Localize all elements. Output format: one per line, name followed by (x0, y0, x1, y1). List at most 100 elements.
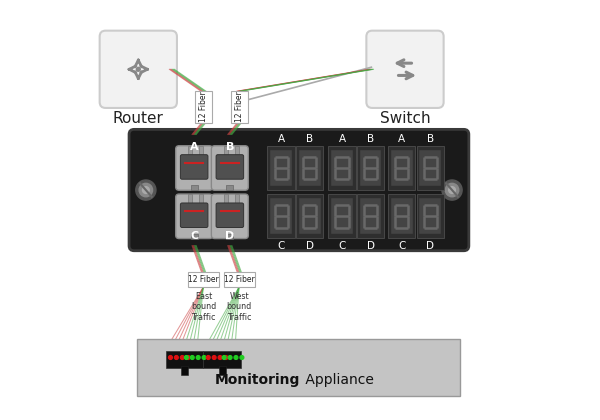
FancyBboxPatch shape (216, 203, 244, 228)
FancyBboxPatch shape (270, 150, 292, 186)
Text: A: A (338, 134, 346, 144)
FancyBboxPatch shape (188, 194, 192, 203)
FancyBboxPatch shape (181, 203, 208, 228)
FancyBboxPatch shape (219, 366, 226, 375)
Circle shape (222, 356, 226, 360)
Circle shape (139, 183, 152, 197)
FancyBboxPatch shape (224, 272, 254, 287)
FancyBboxPatch shape (419, 198, 441, 234)
Circle shape (187, 356, 190, 360)
FancyBboxPatch shape (211, 194, 248, 239)
FancyBboxPatch shape (226, 185, 233, 190)
Text: B: B (427, 134, 434, 144)
FancyBboxPatch shape (199, 194, 203, 203)
FancyBboxPatch shape (357, 146, 384, 190)
FancyBboxPatch shape (270, 198, 292, 234)
Circle shape (136, 67, 140, 71)
FancyBboxPatch shape (331, 150, 353, 186)
Circle shape (190, 356, 194, 360)
Circle shape (181, 356, 184, 360)
Text: B: B (367, 134, 374, 144)
FancyBboxPatch shape (235, 194, 239, 203)
Text: 12 Fiber: 12 Fiber (188, 275, 219, 284)
Circle shape (136, 180, 156, 200)
FancyBboxPatch shape (328, 146, 356, 190)
Circle shape (202, 356, 206, 360)
FancyBboxPatch shape (391, 198, 413, 234)
FancyBboxPatch shape (129, 129, 469, 251)
Text: B: B (306, 134, 313, 144)
FancyBboxPatch shape (235, 146, 239, 155)
FancyBboxPatch shape (188, 272, 219, 287)
Text: D: D (225, 231, 235, 241)
Text: C: C (338, 241, 346, 251)
Text: C: C (277, 241, 285, 251)
Text: C: C (190, 231, 198, 241)
FancyBboxPatch shape (268, 194, 295, 238)
FancyBboxPatch shape (230, 91, 248, 123)
Text: East
bound
Traffic: East bound Traffic (191, 292, 216, 322)
Text: Appliance: Appliance (301, 373, 374, 386)
FancyBboxPatch shape (199, 146, 203, 155)
FancyBboxPatch shape (195, 91, 212, 123)
Circle shape (175, 356, 178, 360)
FancyBboxPatch shape (224, 146, 228, 155)
FancyBboxPatch shape (388, 194, 415, 238)
Text: D: D (426, 241, 434, 251)
FancyBboxPatch shape (359, 150, 382, 186)
FancyBboxPatch shape (419, 150, 441, 186)
FancyBboxPatch shape (188, 146, 192, 155)
Circle shape (212, 356, 216, 360)
FancyBboxPatch shape (391, 150, 413, 186)
FancyBboxPatch shape (100, 31, 177, 108)
Text: Monitoring: Monitoring (215, 373, 300, 386)
Circle shape (206, 356, 210, 360)
Circle shape (240, 356, 244, 360)
Text: 12 Fiber: 12 Fiber (224, 275, 254, 284)
Text: 12 Fiber: 12 Fiber (199, 92, 208, 123)
Circle shape (234, 356, 238, 360)
FancyBboxPatch shape (388, 146, 415, 190)
Circle shape (184, 356, 188, 360)
FancyBboxPatch shape (166, 351, 203, 368)
Text: C: C (398, 241, 406, 251)
Text: B: B (226, 142, 234, 152)
Text: Router: Router (113, 111, 164, 126)
Circle shape (442, 180, 462, 200)
FancyBboxPatch shape (181, 366, 188, 375)
FancyBboxPatch shape (181, 155, 208, 179)
FancyBboxPatch shape (299, 198, 320, 234)
FancyBboxPatch shape (367, 31, 443, 108)
FancyBboxPatch shape (416, 146, 444, 190)
Text: D: D (305, 241, 314, 251)
FancyBboxPatch shape (416, 194, 444, 238)
Text: West
bound
Traffic: West bound Traffic (226, 292, 252, 322)
FancyBboxPatch shape (296, 194, 323, 238)
FancyBboxPatch shape (176, 146, 212, 190)
Circle shape (224, 356, 228, 360)
Text: A: A (278, 134, 284, 144)
Circle shape (218, 356, 222, 360)
FancyBboxPatch shape (203, 351, 241, 368)
FancyBboxPatch shape (216, 155, 244, 179)
FancyBboxPatch shape (226, 234, 233, 239)
FancyBboxPatch shape (357, 194, 384, 238)
FancyBboxPatch shape (176, 194, 212, 239)
Text: D: D (367, 241, 374, 251)
FancyBboxPatch shape (211, 146, 248, 190)
Text: A: A (190, 142, 199, 152)
FancyBboxPatch shape (296, 146, 323, 190)
FancyBboxPatch shape (359, 198, 382, 234)
Text: 12 Fiber: 12 Fiber (235, 92, 244, 123)
FancyBboxPatch shape (268, 146, 295, 190)
FancyBboxPatch shape (191, 185, 198, 190)
Circle shape (449, 186, 455, 193)
Circle shape (143, 186, 149, 193)
FancyBboxPatch shape (191, 234, 198, 239)
Circle shape (445, 183, 459, 197)
Text: Switch: Switch (380, 111, 430, 126)
FancyBboxPatch shape (224, 194, 228, 203)
Circle shape (169, 356, 172, 360)
Circle shape (196, 356, 200, 360)
Text: A: A (398, 134, 405, 144)
